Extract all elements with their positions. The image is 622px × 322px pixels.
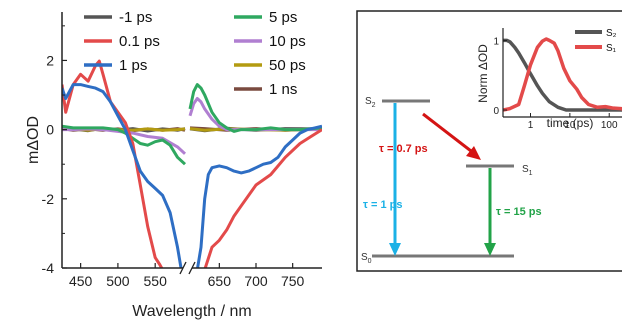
diagram-frame [356, 10, 622, 272]
y-axis-label: mΔOD [25, 116, 42, 164]
legend-label-p1ns: 1 ns [269, 81, 297, 98]
x-axis-label: Wavelength / nm [132, 303, 251, 320]
legend-label-m1ps: -1 ps [119, 9, 152, 26]
axis-break-mark-2 [188, 261, 196, 275]
x-tick-label-1: 500 [106, 273, 130, 289]
inset-y-tick-label-1: 1 [493, 36, 499, 47]
series-line-p10ps-right [188, 97, 322, 132]
series-line-p1ps-right [196, 124, 322, 268]
x-tick-label-5: 750 [281, 273, 305, 289]
x-tick-label-0: 450 [69, 273, 93, 289]
series-line-p1ps-left [62, 83, 183, 268]
s1-label: S1 [522, 164, 533, 177]
inset-series-line-1 [503, 37, 622, 112]
axis-break-mark-1 [179, 261, 187, 275]
y-tick-label-3: 2 [46, 52, 54, 68]
y-tick-label-0: -4 [42, 260, 55, 276]
legend-label-p50ps: 50 ps [269, 57, 306, 74]
s2-s1-arrow [422, 112, 472, 153]
inset-x-tick-label-1: 10 [564, 120, 576, 131]
inset-legend-label-1: S₁ [606, 43, 617, 54]
inset-legend: S₂ S₁ [575, 28, 617, 54]
series-line-p5ps-left [62, 124, 187, 166]
inset-x-tick-label-0: 1 [528, 120, 534, 131]
series-line-p01ps-right [203, 128, 322, 268]
legend-label-p1ps: 1 ps [119, 57, 147, 74]
inset-legend-label-0: S₂ [606, 28, 617, 39]
inset-x-tick-label-2: 100 [601, 120, 618, 131]
inset-series-line-0 [503, 38, 622, 112]
legend-label-p01ps: 0.1 ps [119, 33, 160, 50]
y-tick-label-1: -2 [42, 191, 55, 207]
x-tick-label-4: 700 [244, 273, 268, 289]
x-tick-label-2: 550 [144, 273, 168, 289]
legend-label-p10ps: 10 ps [269, 33, 306, 50]
inset-x-axis-label: time (ps) [547, 116, 594, 130]
s2-label: S2 [365, 96, 376, 109]
spectra-tick-labels: -4 -2 0 2 450 500 550 650 700 750 [42, 25, 305, 289]
spectra-chart: -4 -2 0 2 450 500 550 650 700 750 Wavelength / nm… [25, 9, 322, 320]
s2-s0-arrowhead [389, 243, 401, 256]
spectra-legend: -1 ps 0.1 ps 1 ps 5 ps 10 ps 50 ps 1 ns [84, 9, 306, 98]
spectra-series-group [62, 59, 322, 268]
s2-s1-arrowhead [466, 146, 481, 160]
spectra-axes [61, 12, 322, 275]
series-line-p5ps-right [188, 83, 322, 133]
inset-y-tick-label-0: 0 [493, 106, 499, 117]
s1-s0-arrowhead [484, 243, 496, 256]
y-tick-label-2: 0 [46, 122, 54, 138]
s0-label: S0 [361, 252, 372, 265]
inset-tick-labels: 0 1 1 10 100 [493, 36, 618, 131]
inset-axes [502, 28, 622, 118]
series-line-p01ps-left [62, 59, 164, 268]
tau-green-label: τ = 15 ps [496, 206, 542, 218]
energy-level-diagram: S2 S1 S0 τ = 0.7 ps τ = 1 ps τ = 15 ps 0… [356, 10, 622, 272]
legend-label-p5ps: 5 ps [269, 9, 297, 26]
tau-red-label: τ = 0.7 ps [379, 143, 428, 155]
inset-series-group [503, 37, 622, 112]
x-tick-label-3: 650 [208, 273, 232, 289]
inset-y-axis-label: Norm ΔOD [476, 44, 490, 103]
kinetics-inset: 0 1 1 10 100 time (ps) Norm ΔOD S₂ S₁ [476, 27, 622, 131]
tau-cyan-label: τ = 1 ps [363, 199, 402, 211]
